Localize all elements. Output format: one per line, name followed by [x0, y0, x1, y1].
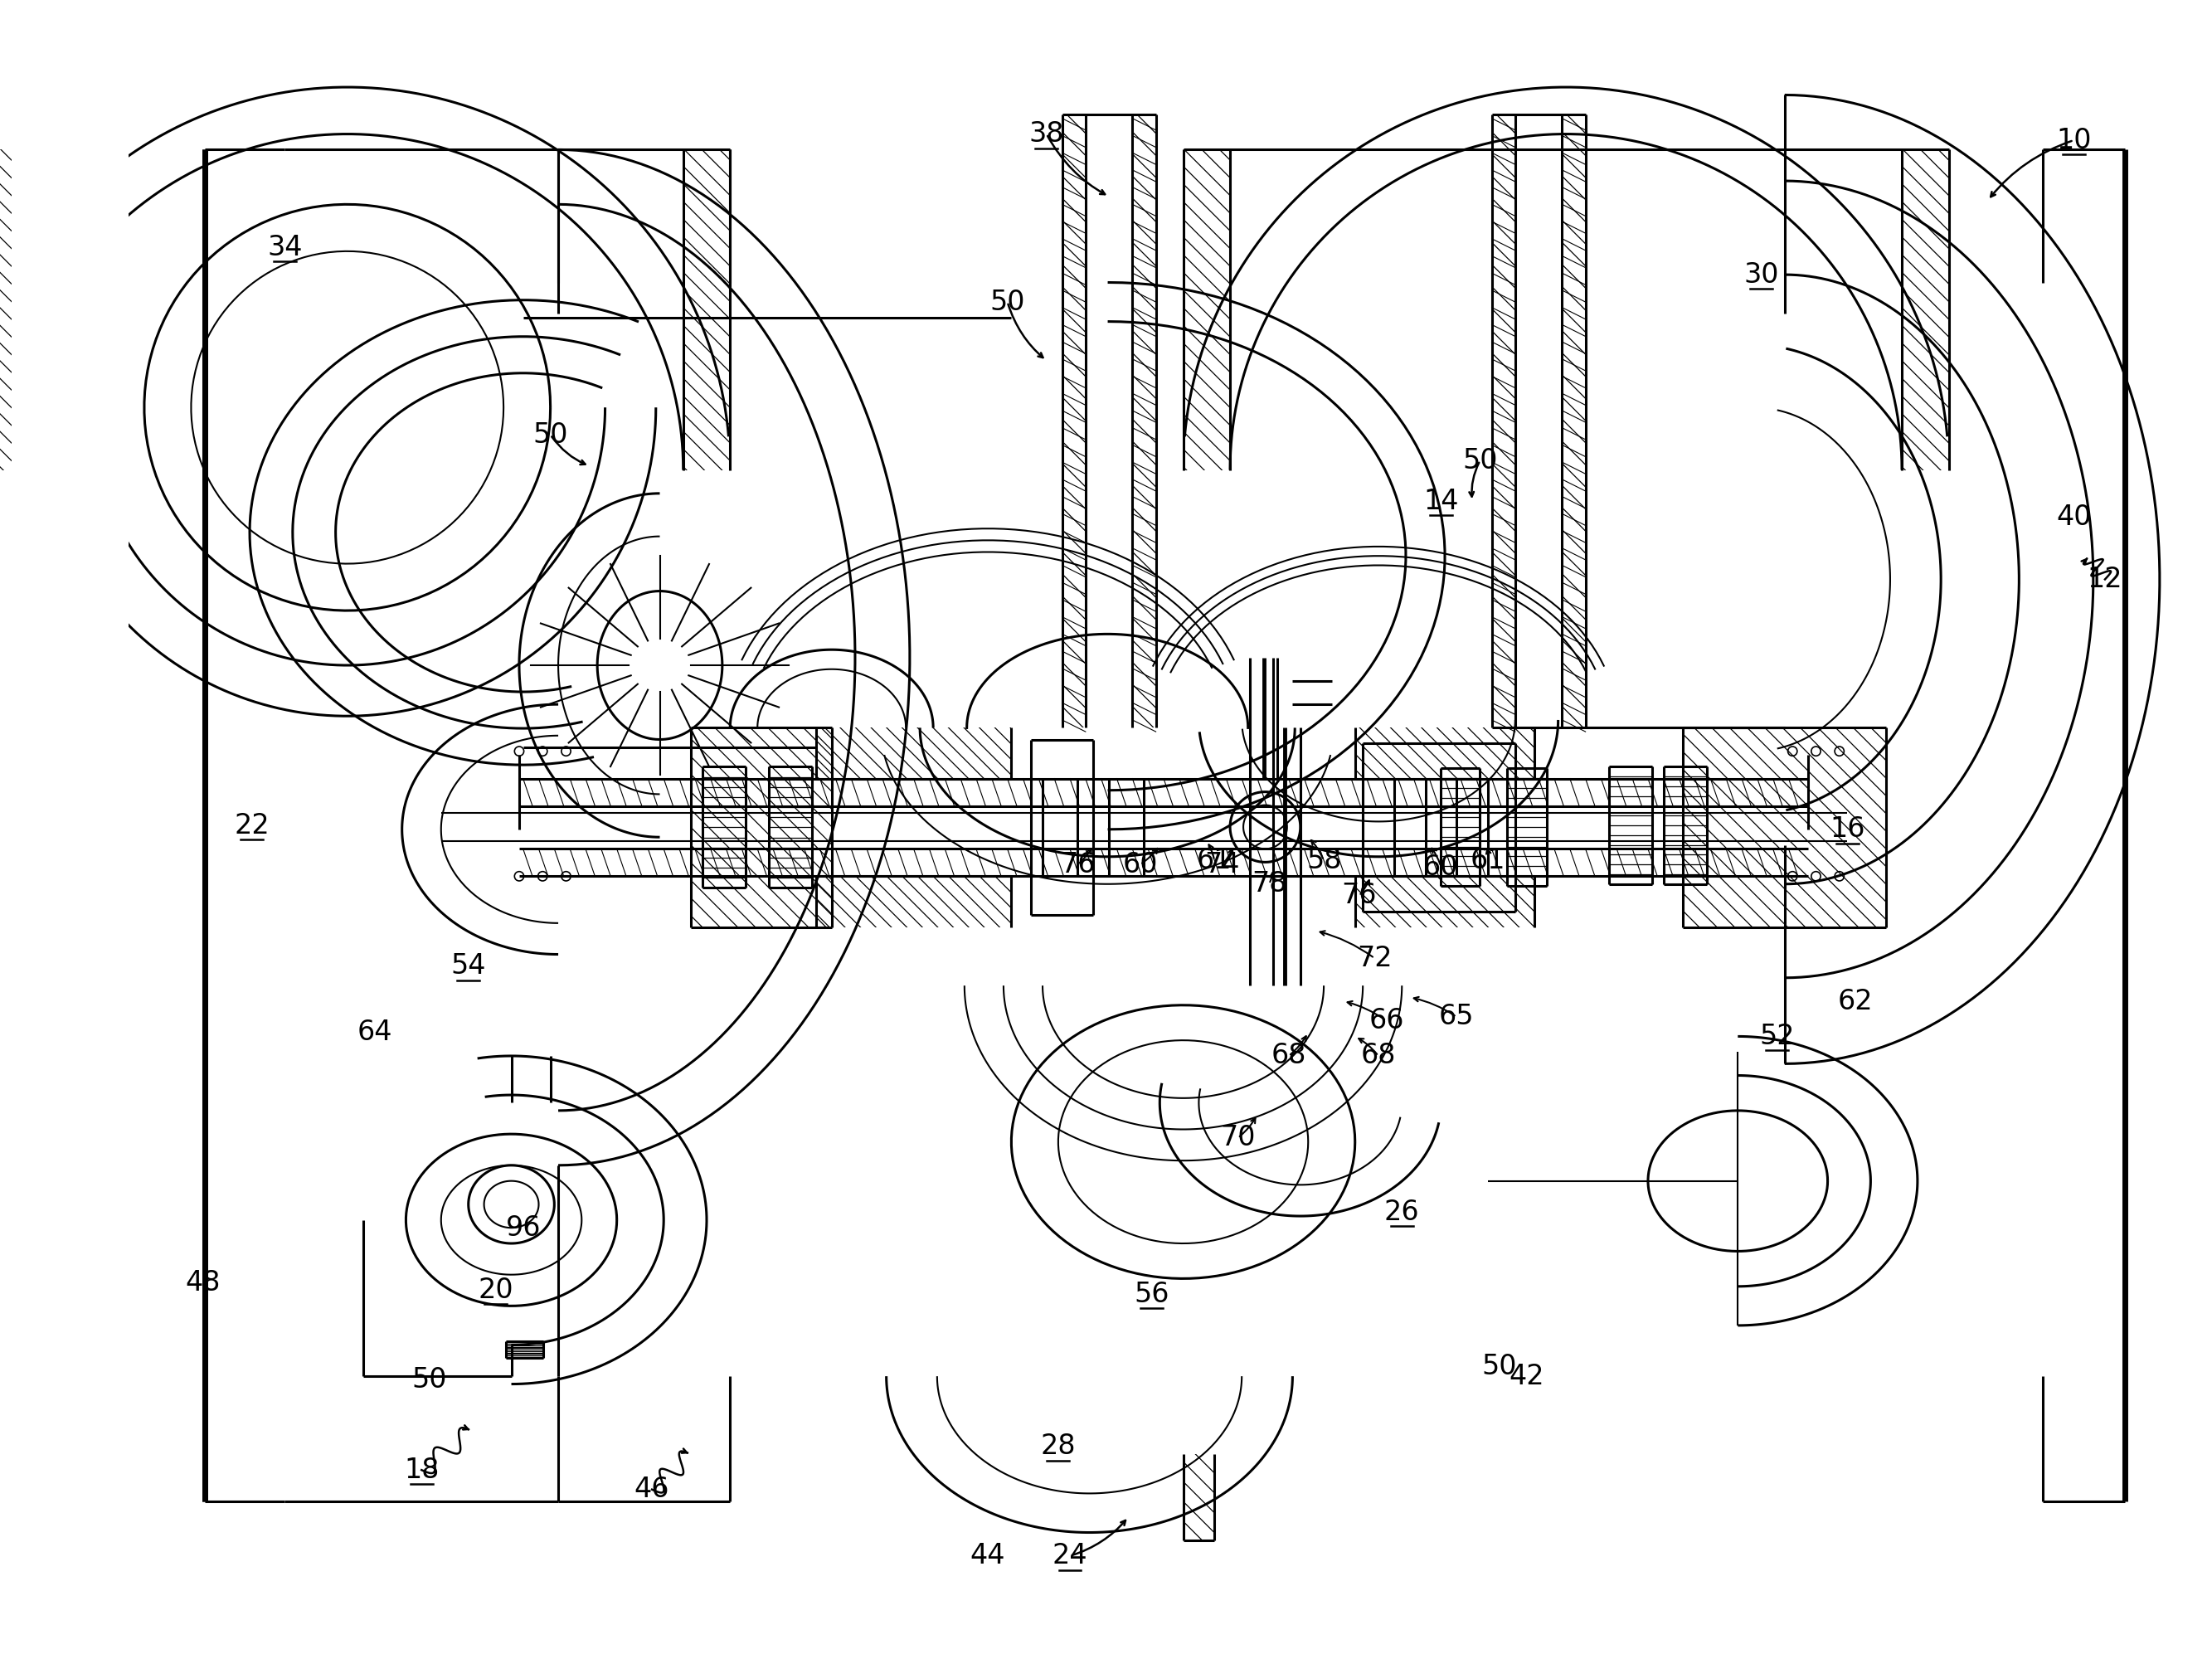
Text: 34: 34: [268, 233, 303, 261]
Text: 12: 12: [2088, 566, 2124, 594]
Text: 68: 68: [1272, 1042, 1307, 1070]
Text: 18: 18: [405, 1456, 440, 1484]
Text: 10: 10: [2057, 127, 2090, 154]
Text: 30: 30: [1743, 261, 1778, 288]
Text: 40: 40: [2057, 503, 2090, 531]
Text: 61: 61: [1471, 847, 1506, 875]
Text: 96: 96: [507, 1214, 540, 1242]
Text: 20: 20: [478, 1277, 513, 1303]
Text: 50: 50: [533, 422, 568, 448]
Text: 72: 72: [1356, 944, 1391, 973]
Text: 70: 70: [1221, 1125, 1256, 1151]
Text: 28: 28: [1040, 1432, 1075, 1460]
Text: 60: 60: [1124, 850, 1157, 878]
Text: 58: 58: [1307, 847, 1340, 875]
Text: 54: 54: [451, 953, 487, 979]
Text: 16: 16: [1829, 815, 1865, 844]
Text: 48: 48: [186, 1269, 221, 1297]
Text: 68: 68: [1360, 1042, 1396, 1070]
Text: 76: 76: [1060, 850, 1095, 878]
Text: 64: 64: [356, 1019, 392, 1047]
Text: 62: 62: [1838, 987, 1874, 1016]
Text: 76: 76: [1340, 882, 1376, 910]
Text: 74: 74: [1206, 850, 1241, 878]
Text: 14: 14: [1422, 488, 1458, 514]
Text: 50: 50: [989, 288, 1024, 316]
Text: 65: 65: [1440, 1004, 1473, 1030]
Text: 38: 38: [1029, 121, 1064, 147]
Text: 60: 60: [1422, 853, 1458, 880]
Text: 78: 78: [1252, 870, 1287, 898]
Text: 50: 50: [411, 1366, 447, 1394]
Text: 61: 61: [1197, 847, 1232, 875]
Text: 44: 44: [971, 1542, 1006, 1570]
Text: 50: 50: [1462, 447, 1498, 475]
Text: 66: 66: [1369, 1007, 1405, 1034]
Text: 52: 52: [1759, 1022, 1794, 1050]
Text: 26: 26: [1385, 1199, 1420, 1226]
Text: 46: 46: [635, 1475, 670, 1503]
Text: 56: 56: [1135, 1280, 1170, 1308]
Text: 42: 42: [1509, 1363, 1544, 1389]
Text: 22: 22: [234, 812, 270, 839]
Text: 50: 50: [1482, 1353, 1517, 1381]
Text: 24: 24: [1053, 1542, 1088, 1570]
